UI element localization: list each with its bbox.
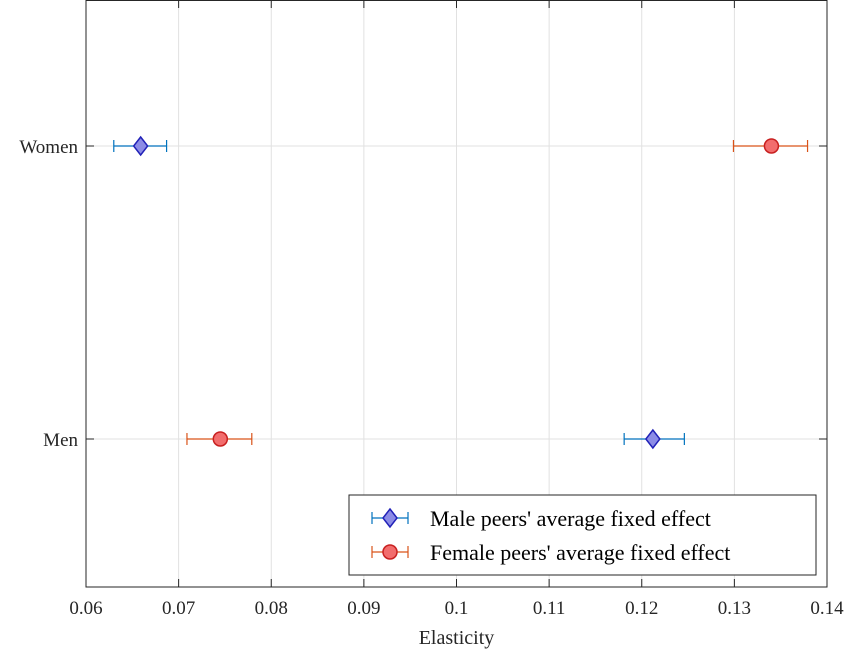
x-tick-label: 0.1 bbox=[445, 598, 469, 619]
series-layer bbox=[113, 135, 809, 450]
data-point-women bbox=[763, 138, 780, 154]
x-tick-label: 0.13 bbox=[718, 598, 751, 619]
legend-marker bbox=[382, 507, 398, 529]
legend-label: Male peers' average fixed effect bbox=[430, 506, 711, 531]
x-axis-title: Elasticity bbox=[419, 627, 495, 649]
x-tick-label: 0.09 bbox=[347, 598, 380, 619]
legend-item: Female peers' average fixed effect bbox=[371, 540, 730, 565]
legend: Male peers' average fixed effect Female p… bbox=[348, 494, 817, 576]
x-tick-label: 0.07 bbox=[162, 598, 195, 619]
legend-marker bbox=[382, 544, 398, 560]
x-tick-label: 0.12 bbox=[625, 598, 658, 619]
data-point-men bbox=[644, 428, 661, 450]
x-tick-label: 0.08 bbox=[255, 598, 288, 619]
x-tick-labels: 0.06 0.07 0.08 0.09 0.1 0.11 0.12 0.13 0.14 bbox=[69, 598, 844, 619]
data-point-women bbox=[132, 135, 149, 157]
x-tick-label: 0.14 bbox=[810, 598, 844, 619]
series-male-peers bbox=[113, 135, 685, 450]
axis-ticks bbox=[85, 0, 828, 587]
legend-label: Female peers' average fixed effect bbox=[430, 540, 730, 565]
data-point-men bbox=[212, 431, 229, 447]
x-tick-label: 0.11 bbox=[533, 598, 566, 619]
y-tick-labels: Women Men bbox=[19, 137, 78, 451]
legend-box bbox=[348, 494, 817, 576]
y-tick-label-men: Men bbox=[43, 430, 78, 451]
y-tick-label-women: Women bbox=[19, 137, 78, 158]
x-tick-label: 0.06 bbox=[69, 598, 102, 619]
legend-item: Male peers' average fixed effect bbox=[371, 506, 711, 531]
series-female-peers bbox=[186, 138, 809, 447]
